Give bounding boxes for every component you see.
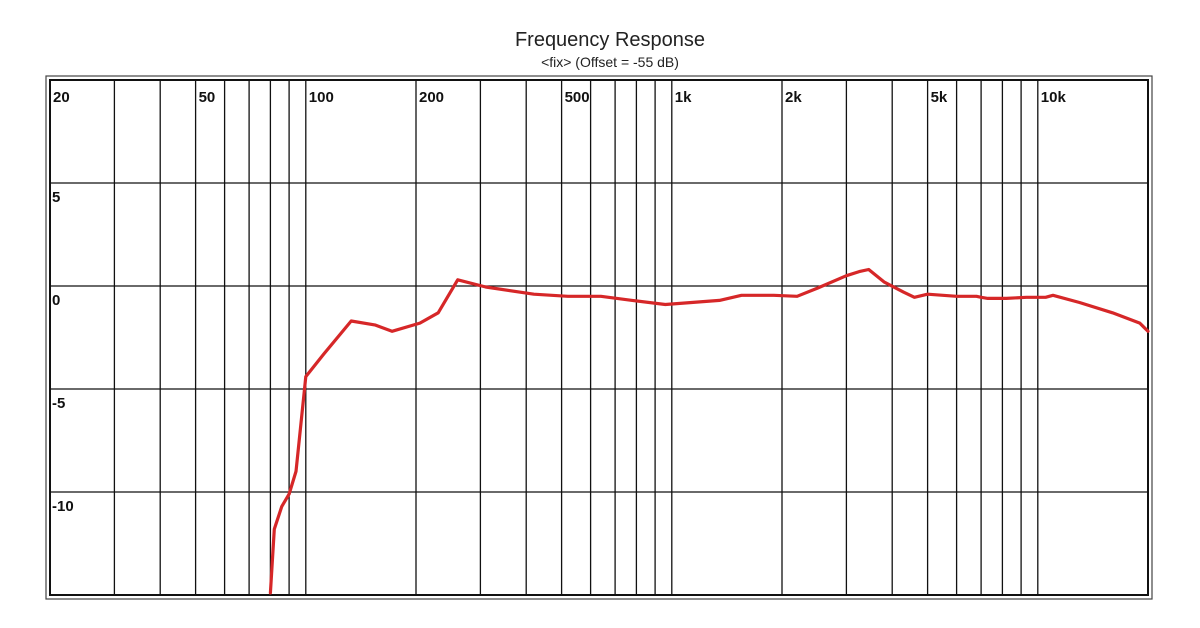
x-tick-label: 10k [1041, 89, 1067, 106]
x-tick-label: 2k [785, 89, 802, 106]
y-tick-label: 0 [52, 292, 60, 309]
y-tick-label: -10 [52, 498, 74, 515]
y-tick-label: 5 [52, 189, 60, 206]
x-tick-label: 200 [419, 89, 444, 106]
x-tick-label: 50 [199, 89, 216, 106]
chart-title: Frequency Response [514, 29, 706, 51]
chart-subtitle: <fix> (Offset = -55 dB) [541, 54, 679, 70]
series-line-0 [268, 267, 1150, 595]
plot-inner-frame [49, 79, 1149, 596]
plot-outer-frame [45, 75, 1153, 600]
x-tick-label: 5k [931, 89, 948, 106]
series [268, 267, 1150, 595]
y-tick-label: -5 [52, 395, 65, 412]
x-tick-label: 500 [565, 89, 590, 106]
grid [49, 80, 1148, 595]
x-tick-label: 20 [53, 89, 70, 106]
x-tick-label: 100 [309, 89, 334, 106]
x-tick-label: 1k [675, 89, 692, 106]
